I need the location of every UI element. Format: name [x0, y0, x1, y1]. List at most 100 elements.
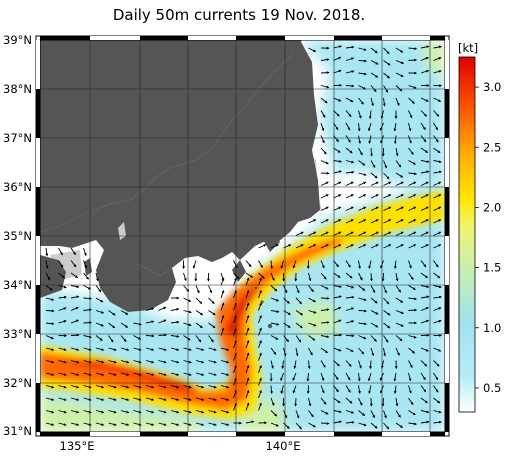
current-arrow: [408, 347, 416, 354]
current-arrow: [295, 285, 300, 294]
current-arrow: [170, 397, 180, 401]
current-arrow: [345, 135, 351, 143]
current-arrow: [58, 410, 67, 414]
current-arrow: [370, 322, 379, 328]
current-arrow: [333, 135, 339, 143]
current-arrow: [220, 289, 225, 299]
current-arrow: [395, 219, 404, 224]
current-arrow: [295, 322, 303, 329]
current-arrow: [320, 347, 328, 354]
frame-band: [382, 36, 430, 40]
current-arrow: [158, 360, 167, 364]
current-arrow: [408, 47, 418, 51]
current-arrow: [333, 231, 342, 236]
current-arrow: [120, 422, 130, 426]
current-arrow: [208, 285, 213, 294]
current-arrow: [358, 181, 367, 186]
current-arrow: [370, 231, 379, 236]
current-arrow: [358, 194, 367, 199]
frame-band: [40, 432, 90, 436]
current-arrow: [345, 181, 354, 186]
longitude-labels: 135°E 140°E: [60, 439, 301, 453]
current-arrow: [195, 372, 205, 376]
current-arrow: [395, 272, 399, 282]
current-arrow: [433, 307, 442, 311]
current-arrow: [368, 110, 372, 120]
current-arrow: [370, 172, 378, 179]
colorbar-unit: [kt]: [458, 41, 478, 55]
current-arrow: [183, 397, 192, 401]
current-arrow: [320, 135, 325, 144]
current-arrow: [408, 285, 416, 290]
current-arrow: [258, 302, 262, 311]
current-arrow: [258, 314, 262, 324]
current-arrow: [333, 347, 342, 352]
frame-band: [36, 40, 40, 89]
current-arrow: [70, 360, 80, 364]
current-arrow: [58, 320, 67, 324]
current-arrow: [370, 244, 379, 249]
current-arrow: [58, 307, 67, 311]
current-arrow: [433, 110, 440, 117]
current-arrow: [408, 206, 417, 211]
current-arrow: [345, 231, 354, 236]
current-arrow: [433, 147, 441, 154]
current-arrow: [183, 372, 192, 376]
current-arrow: [420, 170, 430, 174]
current-arrow: [333, 56, 342, 61]
current-arrow: [433, 360, 440, 367]
lat-label-36: 36°N: [3, 180, 32, 194]
current-arrow: [95, 322, 104, 327]
current-arrow: [358, 285, 366, 291]
current-arrow: [320, 335, 330, 339]
current-arrow: [345, 122, 351, 131]
current-vectors: [45, 45, 443, 430]
current-arrow: [258, 339, 262, 349]
current-arrow: [370, 206, 379, 211]
current-arrow: [333, 206, 342, 211]
current-arrow: [333, 45, 342, 49]
current-arrow: [358, 206, 367, 211]
current-arrow: [145, 422, 155, 426]
current-arrow: [195, 322, 203, 329]
current-arrow: [358, 47, 367, 51]
current-arrow: [258, 402, 262, 411]
current-arrow: [220, 360, 230, 364]
current-arrow: [433, 372, 439, 381]
current-arrow: [370, 219, 379, 224]
current-arrow: [270, 397, 275, 406]
current-arrow: [420, 420, 430, 424]
current-arrow: [420, 160, 430, 163]
current-arrow: [95, 422, 105, 426]
current-arrow: [158, 306, 167, 311]
current-arrow: [383, 181, 392, 186]
lon-label-140: 140°E: [266, 439, 301, 453]
current-arrow: [320, 421, 330, 425]
lat-label-37: 37°N: [3, 131, 32, 145]
current-arrow: [420, 45, 430, 49]
lat-label-38: 38°N: [3, 82, 32, 96]
current-arrow: [308, 219, 317, 224]
current-arrow: [95, 310, 105, 314]
current-arrow: [270, 335, 279, 340]
current-arrow: [320, 231, 329, 236]
frame-band: [36, 383, 40, 432]
current-arrow: [358, 347, 365, 355]
current-arrow: [369, 272, 373, 282]
frame-band: [236, 36, 285, 40]
current-arrow: [420, 307, 429, 311]
current-arrow: [133, 335, 142, 340]
current-arrow: [370, 310, 379, 315]
current-arrow: [45, 309, 55, 313]
current-arrow: [58, 247, 63, 256]
current-arrow: [333, 69, 342, 74]
current-arrow: [70, 272, 79, 278]
current-arrow: [393, 260, 397, 269]
current-arrow: [320, 385, 325, 394]
current-arrow: [408, 335, 417, 339]
current-arrow: [220, 422, 230, 426]
current-arrow: [433, 135, 439, 143]
current-arrow: [320, 296, 330, 300]
current-arrow: [367, 122, 372, 132]
current-arrow: [408, 422, 417, 426]
